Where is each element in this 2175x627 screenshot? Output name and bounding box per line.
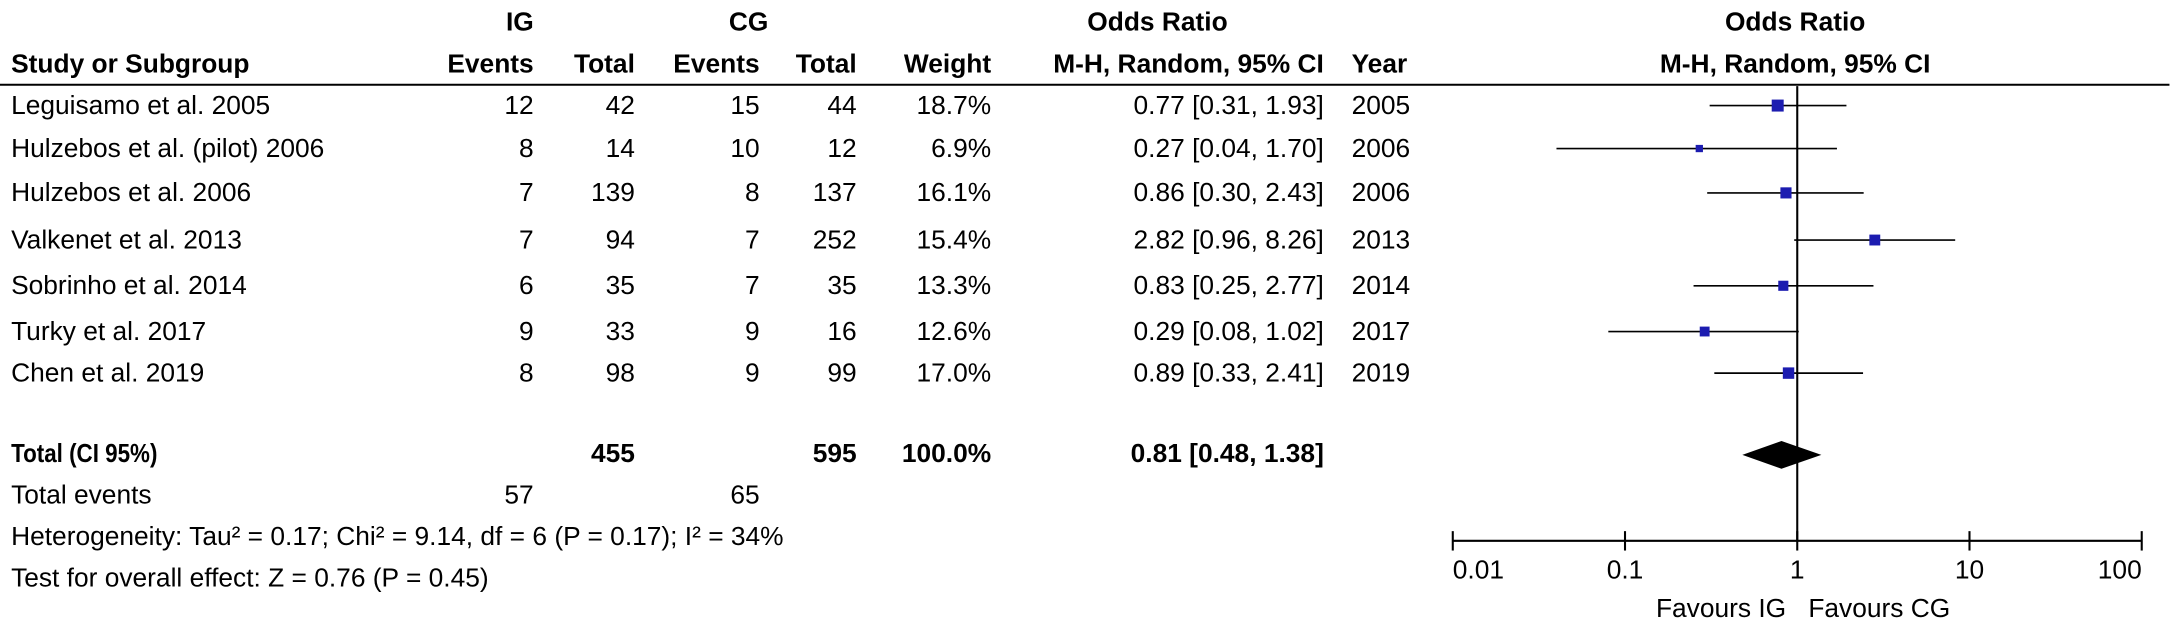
table-cell: 35 [827, 270, 856, 300]
x-label-right: Favours CG [1808, 593, 1950, 623]
table-cell: 98 [606, 357, 635, 387]
table-cell: 13.3% [917, 270, 992, 300]
footnote: Test for overall effect: Z = 0.76 (P = 0… [11, 563, 489, 593]
column-header: M-H, Random, 95% CI [1053, 48, 1324, 78]
table-cell: 16 [827, 316, 856, 346]
table-cell: 0.89 [0.33, 2.41] [1134, 357, 1324, 387]
table-cell: 2.82 [0.96, 8.26] [1134, 224, 1324, 254]
table-cell: 9 [519, 316, 534, 346]
table-cell: 137 [813, 177, 857, 207]
table-cell: 252 [813, 224, 857, 254]
table-cell: 14 [606, 133, 635, 163]
x-tick-label: 1 [1790, 554, 1805, 584]
table-cell: 7 [519, 177, 534, 207]
table-cell: 0.77 [0.31, 1.93] [1134, 90, 1324, 120]
table-cell: 6 [519, 270, 534, 300]
table-cell: 8 [519, 133, 534, 163]
table-cell: 12.6% [917, 316, 992, 346]
total-cell: 100.0% [902, 438, 991, 468]
study-name: Hulzebos et al. 2006 [11, 177, 251, 207]
table-cell: 6.9% [931, 133, 991, 163]
table-cell: 7 [745, 270, 760, 300]
table-cell: 94 [606, 224, 635, 254]
estimate-marker [1699, 326, 1710, 337]
events-cell: 65 [730, 479, 759, 509]
table-cell: 2014 [1352, 270, 1411, 300]
total-label: Total (CI 95%) [11, 439, 157, 468]
table-cell: 2019 [1352, 357, 1411, 387]
table-cell: 15.4% [917, 224, 992, 254]
table-cell: 9 [745, 357, 760, 387]
study-name: Valkenet et al. 2013 [11, 224, 242, 254]
events-cell: 57 [504, 479, 533, 509]
estimate-marker [1869, 234, 1881, 246]
x-tick-label: 0.1 [1607, 554, 1644, 584]
table-cell: 12 [827, 133, 856, 163]
study-name: Chen et al. 2019 [11, 357, 204, 387]
column-header: Total [574, 48, 635, 78]
table-cell: 2005 [1352, 90, 1411, 120]
table-cell: 0.83 [0.25, 2.77] [1134, 270, 1324, 300]
table-cell: 2006 [1352, 177, 1411, 207]
x-tick-label: 0.01 [1453, 554, 1504, 584]
table-cell: 2017 [1352, 316, 1411, 346]
column-header: Study or Subgroup [11, 48, 249, 78]
table-cell: 15 [730, 90, 759, 120]
footnote: Heterogeneity: Tau² = 0.17; Chi² = 9.14,… [11, 521, 784, 551]
estimate-marker [1780, 187, 1792, 199]
estimate-marker [1771, 99, 1784, 112]
study-name: Turky et al. 2017 [11, 316, 206, 346]
total-cell: 0.81 [0.48, 1.38] [1131, 438, 1324, 468]
table-cell: 18.7% [917, 90, 992, 120]
column-header: Total [796, 48, 857, 78]
table-cell: 8 [519, 357, 534, 387]
estimate-marker [1778, 280, 1789, 291]
table-cell: 12 [504, 90, 533, 120]
x-tick-label: 10 [1955, 554, 1984, 584]
table-cell: 0.29 [0.08, 1.02] [1134, 316, 1324, 346]
total-diamond [1742, 441, 1822, 469]
group-header: Odds Ratio [1087, 7, 1227, 37]
table-cell: 10 [730, 133, 759, 163]
table-cell: 7 [519, 224, 534, 254]
study-name: Leguisamo et al. 2005 [11, 90, 270, 120]
table-cell: 0.27 [0.04, 1.70] [1134, 133, 1324, 163]
study-name: Hulzebos et al. (pilot) 2006 [11, 133, 324, 163]
group-header: CG [729, 7, 769, 37]
table-cell: 9 [745, 316, 760, 346]
table-cell: 17.0% [917, 357, 992, 387]
table-cell: 7 [745, 224, 760, 254]
table-cell: 0.86 [0.30, 2.43] [1134, 177, 1324, 207]
estimate-marker [1695, 144, 1703, 153]
table-cell: 42 [606, 90, 635, 120]
group-header: IG [506, 7, 534, 37]
table-cell: 99 [827, 357, 856, 387]
table-cell: 139 [591, 177, 635, 207]
total-cell: 455 [591, 438, 635, 468]
table-cell: 2006 [1352, 133, 1411, 163]
x-tick-label: 100 [2098, 554, 2142, 584]
table-cell: 2013 [1352, 224, 1411, 254]
estimate-marker [1782, 367, 1795, 379]
x-label-left: Favours IG [1656, 593, 1786, 623]
table-cell: 44 [827, 90, 856, 120]
table-cell: 33 [606, 316, 635, 346]
table-cell: 8 [745, 177, 760, 207]
column-header: Year [1352, 48, 1408, 78]
column-header: Events [447, 48, 533, 78]
study-name: Sobrinho et al. 2014 [11, 270, 247, 300]
table-cell: 16.1% [917, 177, 992, 207]
column-header: Weight [904, 48, 991, 78]
total-cell: 595 [813, 438, 857, 468]
events-label: Total events [11, 479, 152, 509]
plot-title: Odds Ratio [1725, 7, 1865, 37]
plot-subtitle: M-H, Random, 95% CI [1660, 48, 1931, 78]
column-header: Events [673, 48, 759, 78]
table-cell: 35 [606, 270, 635, 300]
